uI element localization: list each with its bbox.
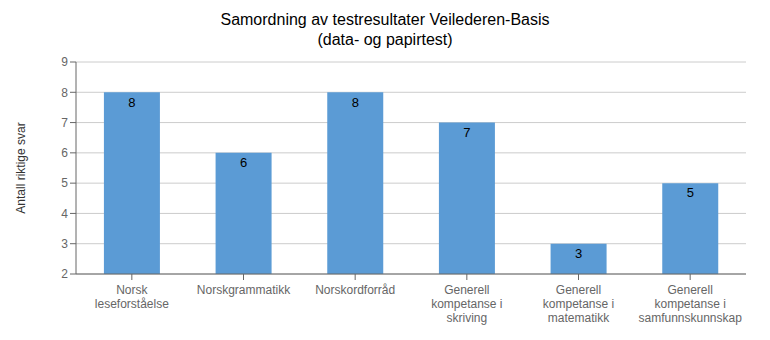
svg-text:Norskordforråd: Norskordforråd <box>315 283 395 297</box>
svg-text:8: 8 <box>128 95 135 110</box>
svg-text:3: 3 <box>575 246 582 261</box>
svg-text:Norskgrammatikk: Norskgrammatikk <box>197 283 291 297</box>
svg-text:4: 4 <box>61 207 68 221</box>
svg-text:8: 8 <box>61 86 68 100</box>
svg-text:Norskleseforståelse: Norskleseforståelse <box>95 283 169 311</box>
svg-text:9: 9 <box>61 55 68 69</box>
svg-text:6: 6 <box>240 155 247 170</box>
svg-text:5: 5 <box>687 185 694 200</box>
svg-text:7: 7 <box>61 116 68 130</box>
svg-text:5: 5 <box>61 176 68 190</box>
svg-text:7: 7 <box>463 125 470 140</box>
svg-text:Generellkompetanse imatematikk: Generellkompetanse imatematikk <box>543 283 614 325</box>
svg-text:Antall riktige svar: Antall riktige svar <box>14 122 28 213</box>
html-text:Samordning av testresultater V: Samordning av testresultater Veilederen-… <box>220 11 550 28</box>
svg-text:3: 3 <box>61 237 68 251</box>
svg-text:6: 6 <box>61 146 68 160</box>
html-text:(data- og papirtest): (data- og papirtest) <box>317 31 453 48</box>
svg-text:Generellkompetanse isamfunnsku: Generellkompetanse isamfunnskunnskap <box>638 283 742 325</box>
svg-text:2: 2 <box>61 267 68 281</box>
svg-text:8: 8 <box>352 95 359 110</box>
svg-text:Generellkompetanse iskriving: Generellkompetanse iskriving <box>431 283 502 325</box>
